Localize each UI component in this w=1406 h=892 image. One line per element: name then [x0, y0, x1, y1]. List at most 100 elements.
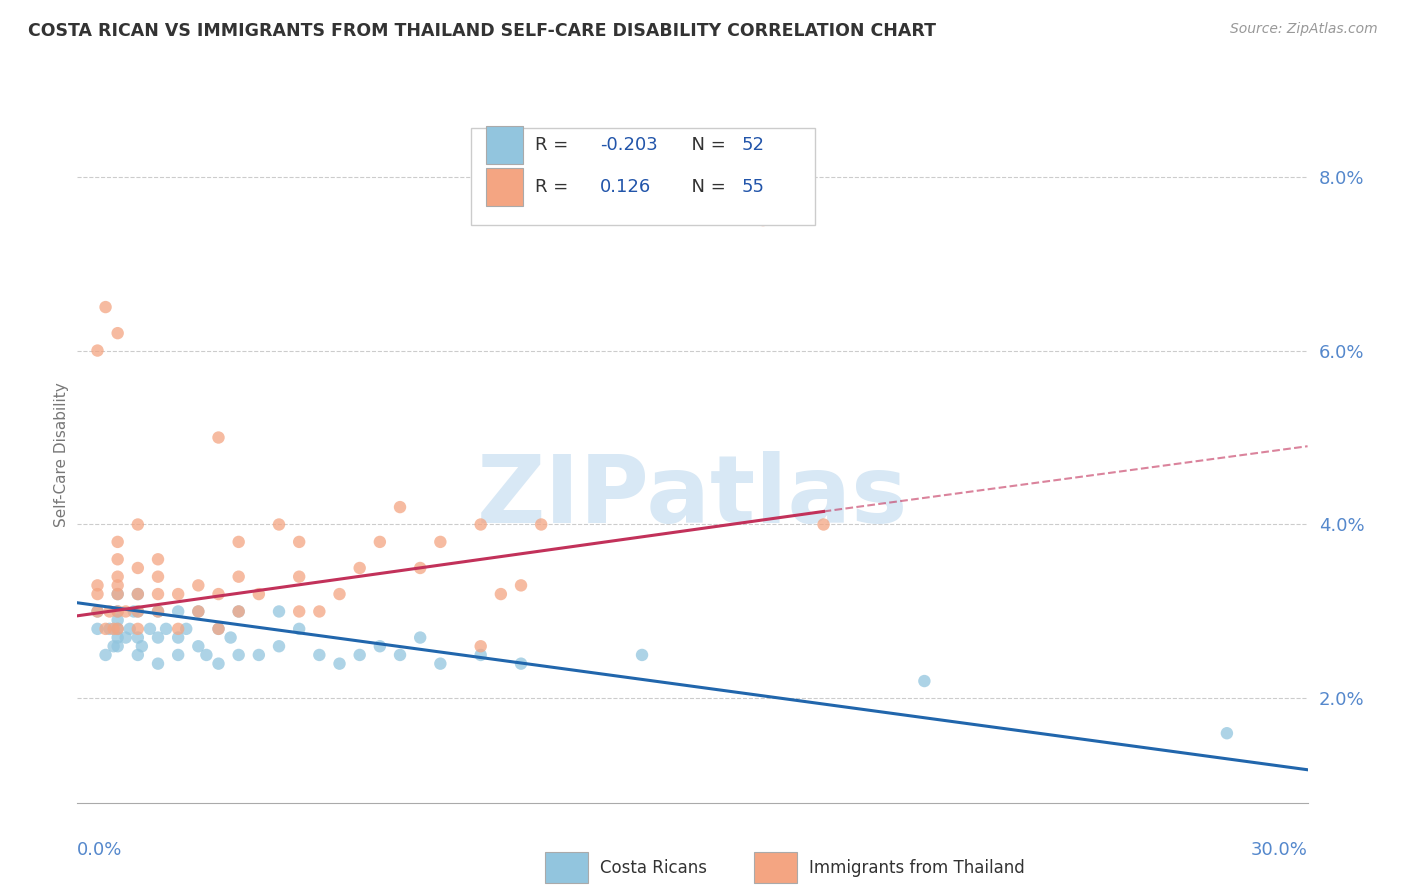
Point: [107, 578, 129, 592]
Text: COSTA RICAN VS IMMIGRANTS FROM THAILAND SELF-CARE DISABILITY CORRELATION CHART: COSTA RICAN VS IMMIGRANTS FROM THAILAND …: [28, 22, 936, 40]
Point: [167, 648, 190, 662]
Point: [752, 213, 775, 227]
Point: [328, 657, 350, 671]
FancyBboxPatch shape: [486, 168, 523, 206]
Point: [228, 605, 250, 619]
Point: [86, 578, 108, 592]
Point: [107, 534, 129, 549]
Text: ZIPatlas: ZIPatlas: [477, 450, 908, 542]
Point: [122, 605, 145, 619]
Point: [389, 648, 412, 662]
Point: [368, 534, 391, 549]
Point: [389, 500, 412, 514]
Point: [228, 534, 250, 549]
Y-axis label: Self-Care Disability: Self-Care Disability: [53, 383, 69, 527]
Point: [86, 587, 108, 601]
Text: -0.203: -0.203: [600, 136, 658, 154]
Point: [288, 569, 311, 583]
Point: [1216, 726, 1239, 740]
Point: [510, 578, 533, 592]
Point: [207, 587, 229, 601]
Point: [174, 622, 197, 636]
Point: [94, 622, 117, 636]
Point: [187, 605, 209, 619]
Point: [267, 639, 290, 653]
Point: [107, 569, 129, 583]
Point: [228, 605, 250, 619]
Point: [127, 517, 149, 532]
Point: [219, 631, 242, 645]
Point: [139, 622, 162, 636]
Point: [489, 587, 512, 601]
Point: [247, 587, 270, 601]
Point: [127, 605, 149, 619]
Text: Source: ZipAtlas.com: Source: ZipAtlas.com: [1230, 22, 1378, 37]
Text: Costa Ricans: Costa Ricans: [600, 858, 707, 877]
Point: [167, 587, 190, 601]
Point: [107, 587, 129, 601]
Point: [187, 639, 209, 653]
Point: [813, 517, 835, 532]
Point: [107, 631, 129, 645]
Point: [127, 622, 149, 636]
Point: [167, 631, 190, 645]
FancyBboxPatch shape: [486, 126, 523, 164]
Point: [207, 657, 229, 671]
Point: [167, 622, 190, 636]
Point: [107, 552, 129, 566]
Point: [146, 657, 169, 671]
Text: 52: 52: [742, 136, 765, 154]
Text: 0.0%: 0.0%: [77, 841, 122, 859]
Point: [470, 648, 492, 662]
Text: R =: R =: [536, 178, 579, 196]
Point: [288, 534, 311, 549]
Point: [146, 587, 169, 601]
Point: [127, 605, 149, 619]
Point: [349, 648, 371, 662]
Text: 0.126: 0.126: [600, 178, 651, 196]
Text: 30.0%: 30.0%: [1251, 841, 1308, 859]
Point: [207, 622, 229, 636]
Text: R =: R =: [536, 136, 574, 154]
Point: [207, 622, 229, 636]
Point: [98, 622, 121, 636]
Point: [107, 326, 129, 340]
Text: 55: 55: [742, 178, 765, 196]
Point: [86, 605, 108, 619]
Point: [127, 587, 149, 601]
Point: [146, 569, 169, 583]
Point: [207, 430, 229, 444]
Point: [349, 561, 371, 575]
Point: [127, 631, 149, 645]
Point: [127, 587, 149, 601]
Point: [409, 561, 432, 575]
Point: [107, 613, 129, 627]
Point: [155, 622, 177, 636]
Point: [146, 605, 169, 619]
Point: [228, 648, 250, 662]
Point: [912, 674, 935, 689]
Point: [114, 605, 136, 619]
Point: [107, 605, 129, 619]
Point: [288, 622, 311, 636]
Point: [510, 657, 533, 671]
Point: [409, 631, 432, 645]
Point: [86, 605, 108, 619]
Point: [470, 517, 492, 532]
Point: [195, 648, 218, 662]
Point: [107, 605, 129, 619]
Point: [94, 648, 117, 662]
FancyBboxPatch shape: [546, 852, 588, 883]
Point: [131, 639, 153, 653]
Point: [94, 300, 117, 314]
Point: [107, 587, 129, 601]
Point: [368, 639, 391, 653]
Point: [86, 622, 108, 636]
Point: [228, 569, 250, 583]
Point: [470, 639, 492, 653]
Point: [146, 605, 169, 619]
Point: [187, 605, 209, 619]
Point: [308, 605, 330, 619]
Point: [167, 605, 190, 619]
Text: Immigrants from Thailand: Immigrants from Thailand: [810, 858, 1025, 877]
